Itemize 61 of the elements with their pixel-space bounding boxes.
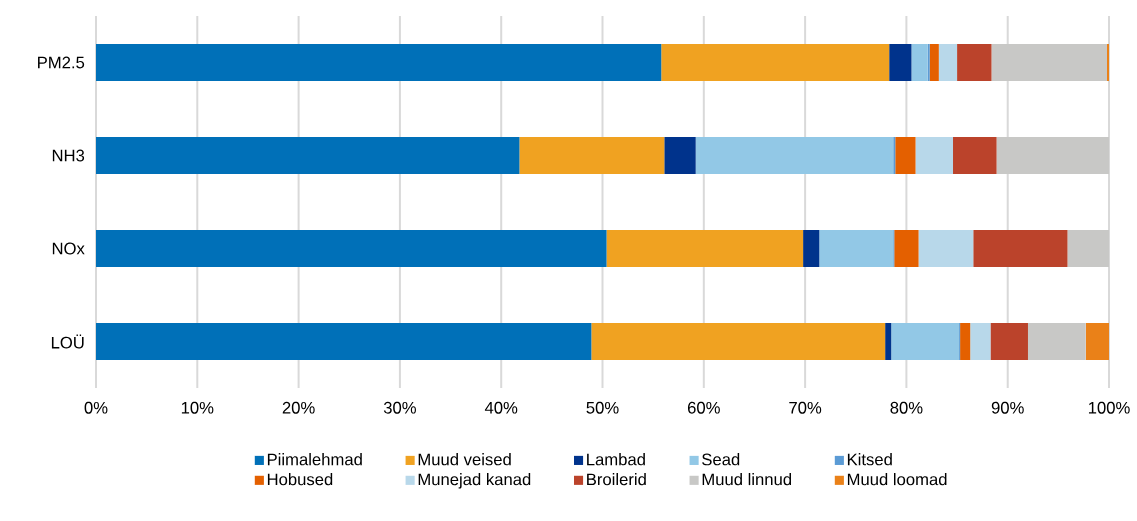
bar [911, 44, 928, 81]
legend-label: Broilerid [587, 473, 646, 486]
legend-label: Muud linnud [702, 473, 792, 486]
bar [1027, 323, 1086, 361]
bar [885, 323, 892, 361]
x-tick-label: 30% [383, 401, 416, 414]
legend-label: Muud veised [418, 453, 511, 466]
y-tick-label: NH3 [52, 149, 85, 162]
bar [1085, 323, 1110, 361]
bar [96, 137, 520, 174]
bar [973, 230, 1068, 267]
y-tick-label: PM2.5 [38, 56, 85, 69]
legend-label: Lambad [587, 453, 645, 466]
bar [957, 44, 992, 81]
bar [664, 137, 696, 174]
legend-label: Kitsed [847, 453, 892, 466]
bar [953, 137, 997, 174]
y-tick-label: LOÜ [51, 334, 84, 349]
x-tick-label: 20% [282, 401, 315, 414]
bar [893, 137, 896, 174]
bar [96, 230, 607, 267]
bar [938, 44, 958, 81]
bar [819, 230, 894, 267]
x-tick-label: 90% [991, 401, 1024, 414]
bar [96, 44, 662, 81]
bar [591, 323, 886, 361]
bar [1067, 230, 1110, 267]
bar [519, 137, 665, 174]
legend-label: Hobused [267, 473, 333, 486]
legend-label: Sead [702, 453, 740, 466]
bar [891, 323, 960, 361]
legend-label: Piimalehmad [267, 453, 362, 466]
bar [889, 44, 912, 81]
x-tick-label: 80% [890, 401, 923, 414]
bar [915, 137, 954, 174]
x-tick-label: 0% [84, 401, 108, 414]
bar [661, 44, 890, 81]
bar [894, 230, 919, 267]
x-tick-label: 50% [586, 401, 619, 414]
bar [606, 230, 804, 267]
bar [918, 230, 974, 267]
x-tick-label: 100% [1088, 401, 1130, 414]
x-tick-label: 70% [789, 401, 822, 414]
bar [970, 323, 991, 361]
bar [803, 230, 820, 267]
bar [996, 137, 1110, 174]
x-tick-label: 10% [181, 401, 214, 414]
bar [991, 44, 1107, 81]
bar [927, 44, 930, 81]
legend-label: Muud loomad [847, 473, 947, 486]
bar [960, 323, 971, 361]
x-tick-label: 40% [484, 401, 518, 414]
bar [695, 137, 894, 174]
bar [895, 137, 916, 174]
bar [96, 323, 592, 361]
legend-label: Munejad kanad [418, 473, 531, 489]
bar [929, 44, 939, 81]
bar [1106, 44, 1110, 81]
bar [990, 323, 1028, 361]
y-tick-label: NOx [52, 242, 85, 255]
x-tick-label: 60% [687, 401, 720, 414]
